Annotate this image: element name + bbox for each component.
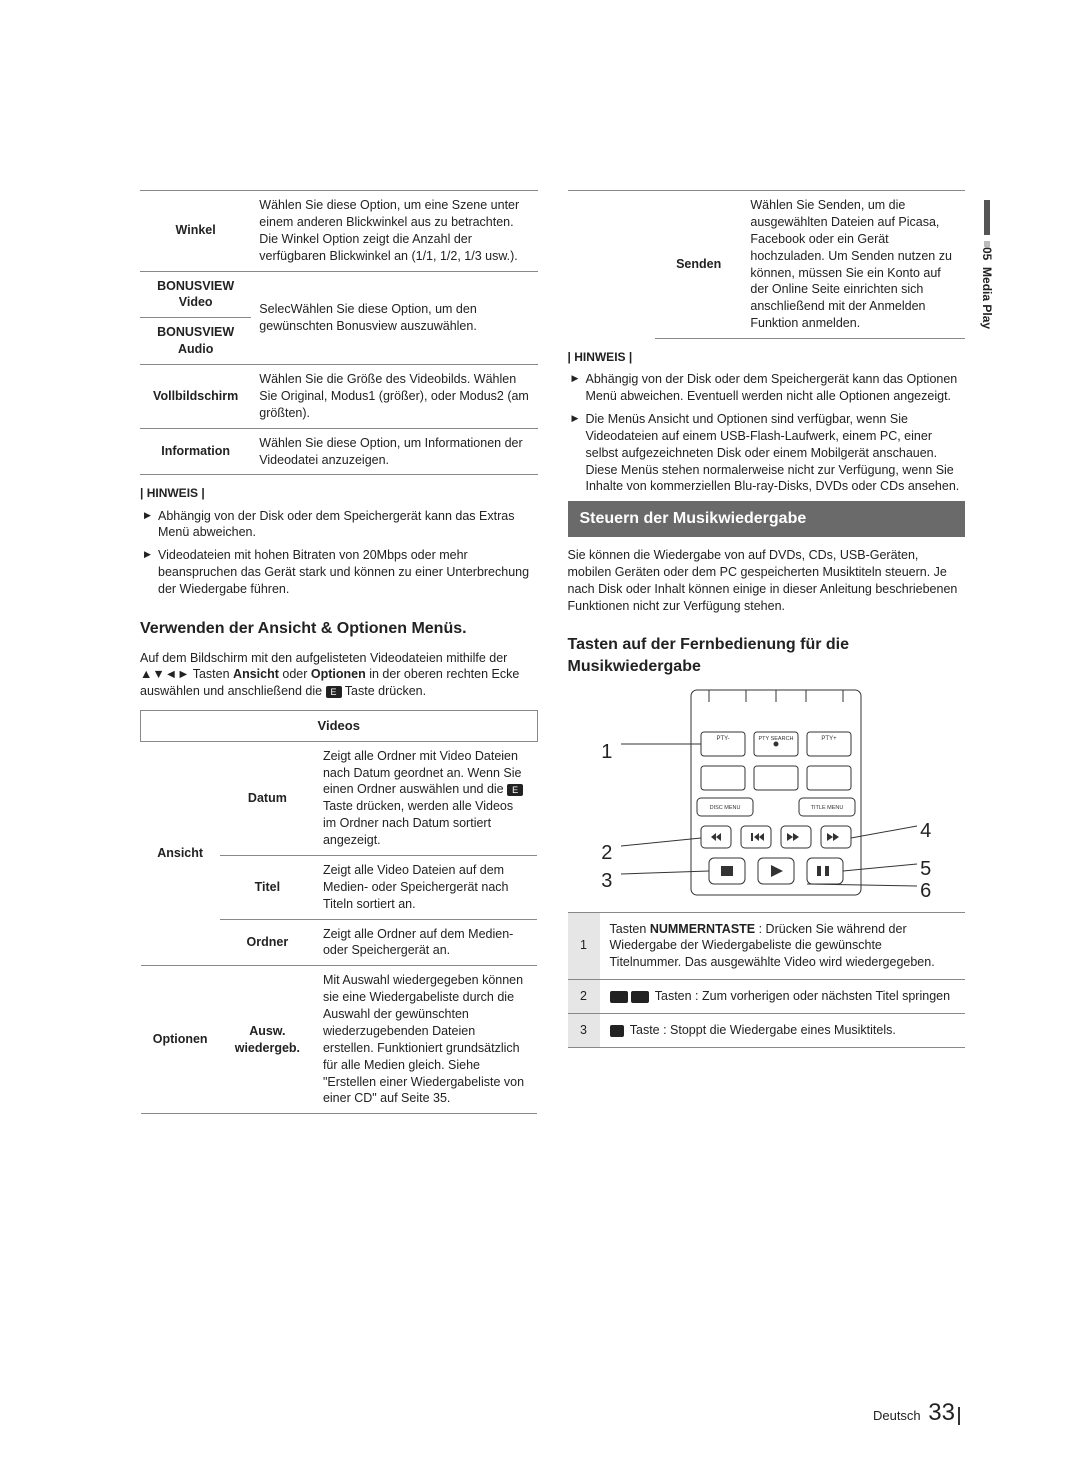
svg-text:PTY SEARCH: PTY SEARCH [759,736,794,742]
e-icon: E [326,686,342,698]
desc-cell: Tasten : Zum vorherigen oder nächsten Ti… [600,980,966,1014]
svg-text:TITLE MENU: TITLE MENU [811,805,844,811]
videos-table: Videos Ansicht Datum Zeigt alle Ordner m… [140,710,538,1114]
cell-desc: SelecWählen Sie diese Option, um den gew… [251,271,537,365]
cell-desc: Wählen Sie Senden, um die ausgewählten D… [742,191,965,339]
table-row: Senden Wählen Sie Senden, um die ausgewä… [568,191,966,339]
footer-page: 33 [928,1399,955,1426]
callout-6: 6 [920,878,931,905]
table-row: BONUSVIEW Video SelecWählen Sie diese Op… [140,271,538,318]
callout-1: 1 [601,739,612,766]
cell-label: BONUSVIEW Audio [140,318,251,365]
right-column: Senden Wählen Sie Senden, um die ausgewä… [568,190,966,1114]
idx-cell: 1 [568,912,600,980]
cell-label: Information [140,428,251,475]
note-item: Abhängig von der Disk oder dem Speicherg… [572,371,966,405]
left-column: Winkel Wählen Sie diese Option, um eine … [140,190,538,1114]
remote-svg: PTY- PTY SEARCH PTY+ DISC MENU TITLE MEN… [601,688,931,898]
skip-next-icon [631,991,649,1003]
note-item: Die Menüs Ansicht und Optionen sind verf… [572,411,966,495]
cell-desc: Wählen Sie die Größe des Videobilds. Wäh… [251,365,537,429]
cell-label: Titel [220,855,315,919]
idx-cell: 2 [568,980,600,1014]
empty-cell [568,191,655,339]
note-item: Videodateien mit hohen Bitraten von 20Mb… [144,547,538,598]
svg-text:PTY-: PTY- [717,736,730,742]
hinweis-label: | HINWEIS | [140,485,538,501]
cell-label: Ausw. wiedergeb. [220,966,315,1114]
cell-desc: Wählen Sie diese Option, um Informatione… [251,428,537,475]
section-body: Sie können die Wiedergabe von auf DVDs, … [568,547,966,615]
chapter-tab: 05 Media Play [979,200,995,329]
table-row: Ansicht Datum Zeigt alle Ordner mit Vide… [141,741,538,855]
cell-label: Winkel [140,191,251,272]
table-row: Winkel Wählen Sie diese Option, um eine … [140,191,538,272]
notes-list-right: Abhängig von der Disk oder dem Speicherg… [568,371,966,495]
stop-icon [610,1025,624,1037]
cell-desc: Wählen Sie diese Option, um eine Szene u… [251,191,537,272]
options-table-1: Winkel Wählen Sie diese Option, um eine … [140,190,538,475]
cell-label: Senden [655,191,742,339]
two-column-layout: Winkel Wählen Sie diese Option, um eine … [140,190,965,1114]
desc-cell: Tasten NUMMERNTASTE : Drücken Sie währen… [600,912,966,980]
cell-desc: Zeigt alle Ordner mit Video Dateien nach… [315,741,537,855]
table-row: Vollbildschirm Wählen Sie die Größe des … [140,365,538,429]
remote-diagram: PTY- PTY SEARCH PTY+ DISC MENU TITLE MEN… [601,688,931,898]
footer-bar [958,1407,960,1425]
callout-2: 2 [601,840,612,867]
table-row: Optionen Ausw. wiedergeb. Mit Auswahl wi… [141,966,538,1114]
table-row: 3 Taste : Stoppt die Wiedergabe eines Mu… [568,1014,966,1048]
svg-text:DISC MENU: DISC MENU [710,805,741,811]
note-item: Abhängig von der Disk oder dem Speicherg… [144,508,538,542]
table-row: 1 Tasten NUMMERNTASTE : Drücken Sie währ… [568,912,966,980]
cell-label: Datum [220,741,315,855]
cell-label: Ordner [220,919,315,966]
group-optionen: Optionen [141,966,220,1114]
desc-cell: Taste : Stoppt die Wiedergabe eines Musi… [600,1014,966,1048]
notes-list-left-1: Abhängig von der Disk oder dem Speicherg… [140,508,538,598]
senden-table: Senden Wählen Sie Senden, um die ausgewä… [568,190,966,339]
idx-cell: 3 [568,1014,600,1048]
subheading-left: Verwenden der Ansicht & Optionen Menüs. [140,618,538,640]
callout-4: 4 [920,818,931,845]
cell-label: Vollbildschirm [140,365,251,429]
videos-header: Videos [141,711,538,742]
group-ansicht: Ansicht [141,741,220,966]
table-row: 2 Tasten : Zum vorherigen oder nächsten … [568,980,966,1014]
chapter-bar [984,200,990,235]
skip-prev-icon [610,991,628,1003]
subheading-remote: Tasten auf der Fernbedienung für die Mus… [568,634,966,677]
svg-text:PTY+: PTY+ [822,736,838,742]
page-footer: Deutsch 33 [873,1397,960,1429]
cell-label: BONUSVIEW Video [140,271,251,318]
footer-lang: Deutsch [873,1408,921,1423]
body-paragraph: Auf dem Bildschirm mit den aufgelisteten… [140,650,538,701]
callout-3: 3 [601,868,612,895]
remote-desc-table: 1 Tasten NUMMERNTASTE : Drücken Sie währ… [568,912,966,1048]
hinweis-label: | HINWEIS | [568,349,966,365]
chapter-label: 05 Media Play [979,247,995,329]
cell-desc: Zeigt alle Ordner auf dem Medien- oder S… [315,919,537,966]
e-icon: E [507,784,523,796]
cell-desc: Mit Auswahl wiedergegeben können sie ein… [315,966,537,1114]
section-heading: Steuern der Musikwiedergabe [568,501,966,537]
cell-desc: Zeigt alle Video Dateien auf dem Medien-… [315,855,537,919]
table-row: Information Wählen Sie diese Option, um … [140,428,538,475]
